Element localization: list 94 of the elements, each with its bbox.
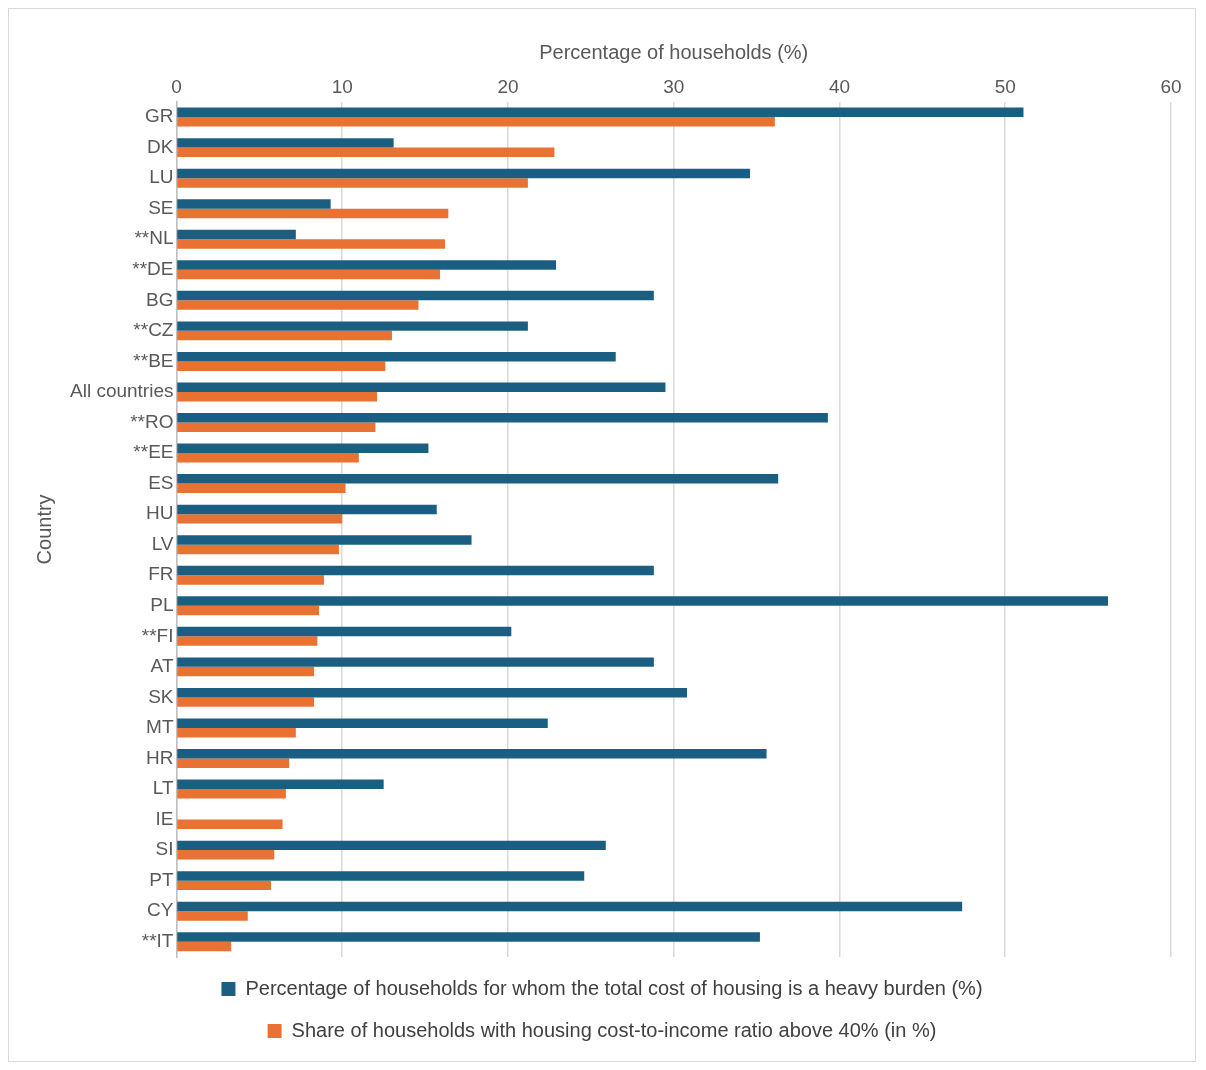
y-tick-label: ES — [148, 471, 174, 493]
bar — [177, 596, 1109, 606]
bar — [177, 474, 779, 484]
bar — [177, 208, 449, 219]
bar — [177, 382, 666, 392]
bar — [177, 199, 331, 209]
x-tick-label: 50 — [994, 75, 1016, 97]
y-tick-label: **EE — [133, 441, 174, 463]
bar — [177, 911, 248, 921]
bar — [177, 871, 585, 881]
y-tick-label: LT — [152, 777, 174, 799]
y-tick-label: **FI — [141, 624, 174, 646]
bar — [177, 147, 555, 158]
bar — [177, 504, 437, 515]
bar — [177, 749, 767, 759]
bar — [177, 779, 384, 790]
bar — [177, 727, 296, 738]
x-tick-label: 20 — [497, 75, 519, 97]
bar — [177, 168, 750, 179]
y-tick-label: All countries — [69, 380, 174, 402]
bar — [177, 840, 606, 851]
bar — [177, 880, 271, 891]
x-tick-label: 40 — [828, 75, 851, 97]
y-tick-label: DK — [147, 135, 174, 157]
y-tick-label: CY — [147, 899, 174, 921]
x-tick-label: 0 — [171, 75, 182, 97]
y-tick-label: **NL — [134, 227, 174, 249]
bar — [177, 422, 376, 432]
bar — [177, 453, 359, 463]
bar — [177, 107, 1024, 118]
bar — [177, 605, 320, 616]
bar — [177, 819, 283, 830]
y-tick-label: HR — [146, 746, 174, 768]
bar — [177, 351, 616, 362]
bar — [177, 544, 339, 555]
x-tick-label: 60 — [1160, 75, 1182, 97]
bar — [177, 789, 286, 799]
bar — [177, 657, 654, 667]
bar — [177, 535, 472, 545]
y-tick-label: LV — [151, 532, 174, 554]
bar — [177, 901, 963, 912]
y-tick-label: SK — [148, 685, 174, 707]
bar — [177, 758, 290, 768]
bar — [177, 361, 386, 371]
y-tick-label: **IT — [141, 929, 174, 951]
y-tick-label: HU — [146, 502, 174, 524]
bar — [177, 178, 528, 188]
x-axis-title: Percentage of households (%) — [539, 40, 809, 63]
bar — [177, 514, 343, 524]
y-tick-label: AT — [150, 655, 174, 677]
bar — [177, 239, 446, 249]
bar — [177, 932, 760, 942]
bar — [177, 483, 346, 494]
bar — [177, 718, 548, 728]
bar — [177, 575, 325, 585]
bar — [177, 687, 688, 698]
y-tick-label: **BE — [133, 349, 174, 371]
y-tick-label: FR — [148, 563, 174, 585]
y-tick-label: IE — [155, 807, 174, 829]
legend-label: Share of households with housing cost-to-income ratio above 40% (in %) — [291, 1018, 937, 1041]
x-tick-label: 10 — [331, 75, 353, 97]
y-tick-label: **CZ — [133, 319, 174, 341]
bar — [177, 626, 512, 637]
y-tick-label: **DE — [132, 258, 174, 280]
bar — [177, 666, 315, 677]
bar — [177, 941, 232, 952]
bar — [177, 413, 828, 423]
y-axis-title: Country — [32, 494, 55, 565]
bar — [177, 636, 318, 646]
bar — [177, 229, 296, 240]
bar — [177, 850, 275, 860]
bar — [177, 138, 394, 148]
y-tick-label: MT — [146, 716, 174, 738]
bar — [177, 443, 429, 454]
y-tick-label: GR — [144, 105, 174, 127]
bar — [177, 697, 315, 707]
bar — [177, 391, 378, 402]
y-tick-label: PT — [149, 868, 174, 890]
y-tick-label: BG — [146, 288, 174, 310]
y-tick-label: PL — [150, 593, 174, 615]
x-tick-label: 30 — [663, 75, 685, 97]
bar — [177, 290, 654, 301]
bar — [177, 565, 654, 576]
y-tick-label: SI — [155, 838, 174, 860]
bar — [177, 300, 419, 310]
bar — [177, 269, 441, 280]
y-tick-label: **RO — [130, 410, 174, 432]
bar — [177, 321, 528, 331]
y-tick-label: SE — [148, 196, 174, 218]
y-tick-label: LU — [149, 166, 174, 188]
bar — [177, 260, 557, 270]
bar — [177, 330, 392, 341]
legend-label: Percentage of households for whom the total cost of housing is a heavy burden (%) — [245, 976, 983, 999]
bar — [177, 117, 775, 127]
